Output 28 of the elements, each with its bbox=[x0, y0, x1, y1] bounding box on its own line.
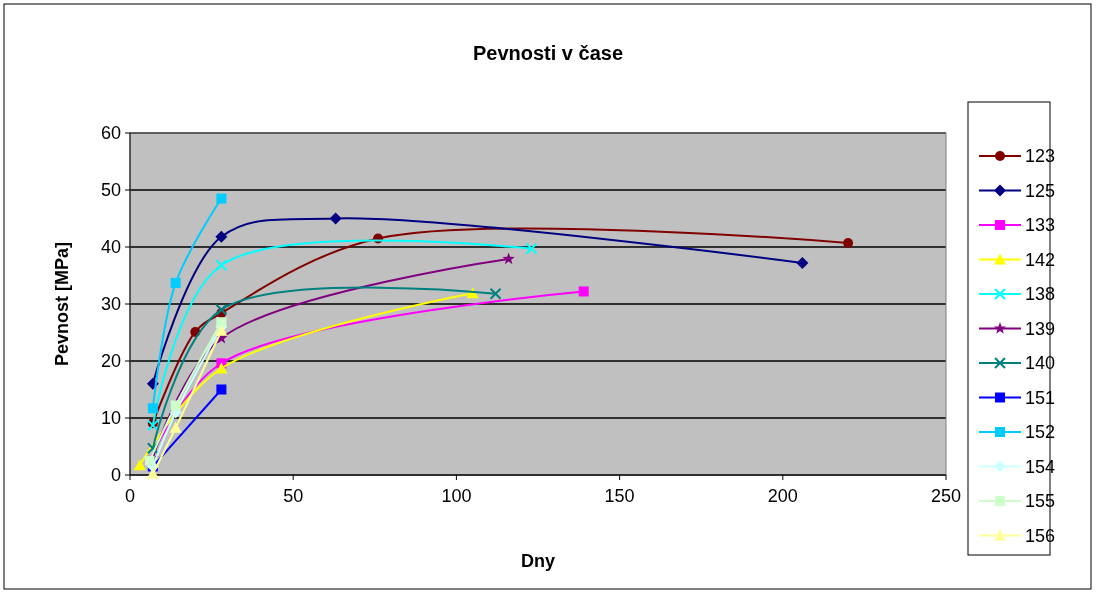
y-tick-label: 40 bbox=[100, 237, 121, 258]
legend-label: 142 bbox=[1025, 249, 1056, 270]
x-tick-label: 200 bbox=[767, 486, 798, 506]
legend-label: 155 bbox=[1025, 491, 1056, 512]
x-tick-label: 150 bbox=[604, 486, 635, 506]
legend-label: 154 bbox=[1025, 456, 1056, 477]
legend-label: 156 bbox=[1025, 525, 1056, 546]
x-axis-title: Dny bbox=[520, 551, 556, 571]
y-axis-title: Pevnost [MPa] bbox=[52, 241, 72, 367]
x-tick-label: 250 bbox=[930, 486, 962, 506]
legend-label: 133 bbox=[1025, 215, 1056, 236]
y-tick-label: 60 bbox=[100, 123, 121, 144]
x-tick-label: 50 bbox=[283, 486, 304, 506]
x-tick-label: 100 bbox=[441, 486, 472, 506]
legend-label: 140 bbox=[1025, 353, 1056, 374]
y-tick-label: 10 bbox=[100, 408, 121, 429]
legend-label: 139 bbox=[1025, 318, 1056, 339]
legend-label: 123 bbox=[1025, 146, 1056, 167]
y-tick-label: 0 bbox=[110, 465, 121, 486]
x-tick-label: 0 bbox=[124, 486, 136, 506]
y-tick-label: 50 bbox=[100, 180, 121, 201]
legend-label: 151 bbox=[1025, 387, 1056, 408]
y-tick-label: 30 bbox=[100, 294, 121, 315]
legend-label: 125 bbox=[1025, 180, 1056, 201]
legend-label: 152 bbox=[1025, 422, 1056, 443]
y-tick-label: 20 bbox=[100, 351, 121, 372]
chart-title: Pevnosti v čase bbox=[472, 42, 624, 64]
legend-label: 138 bbox=[1025, 284, 1056, 305]
